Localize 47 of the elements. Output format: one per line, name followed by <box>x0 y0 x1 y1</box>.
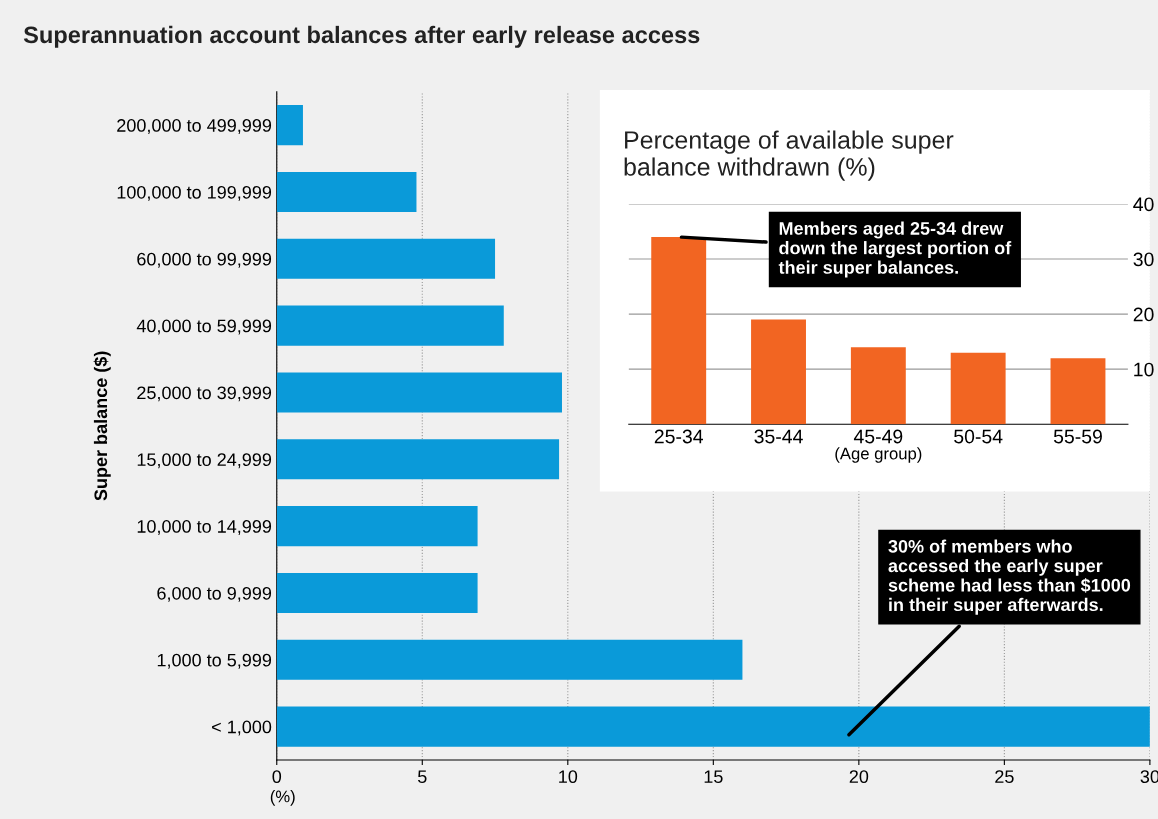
bar <box>276 572 478 614</box>
y-tick-label: 200,000 to 499,999 <box>117 119 272 134</box>
bar <box>276 105 303 146</box>
y-tick-label: 25,000 to 39,999 <box>137 386 272 402</box>
x-tick-label: 5 <box>417 770 427 784</box>
y-tick-label: 40 <box>1133 197 1154 212</box>
y-axis-title: Super balance ($) <box>93 351 111 501</box>
bar <box>276 238 496 279</box>
bar <box>950 352 1006 425</box>
bar <box>276 372 562 413</box>
y-tick-label: 1,000 to 5,999 <box>157 653 272 669</box>
y-tick-label: 10 <box>1134 362 1154 377</box>
bar <box>651 236 707 425</box>
y-tick-label: 10,000 to 14,999 <box>137 520 272 535</box>
x-tick-label: 50-54 <box>954 429 1003 444</box>
y-tick-label: 40,000 to 59,999 <box>136 319 272 335</box>
bar <box>276 639 743 680</box>
bar <box>276 439 560 480</box>
bar <box>276 706 1150 747</box>
y-tick-label: 20 <box>1133 307 1154 322</box>
x-tick-label: 0 <box>272 770 282 784</box>
bar <box>276 305 504 346</box>
y-tick-label: 15,000 to 24,999 <box>137 453 272 469</box>
x-tick-label: 45-49 <box>853 429 903 444</box>
bar <box>276 506 478 547</box>
annotation: 30% of members who accessed the early super scheme had less than $1000 in their super afterwards. <box>888 539 1131 615</box>
y-tick-label: 60,000 to 99,999 <box>137 252 272 268</box>
x-tick-label: 35-44 <box>754 429 803 444</box>
y-tick-label: 30 <box>1133 252 1154 267</box>
y-tick-label: 6,000 to 9,999 <box>157 586 272 602</box>
x-axis-title: (%) <box>270 790 295 806</box>
chart-title: Superannuation account balances after early release access <box>23 25 700 48</box>
y-tick-label: 100,000 to 199,999 <box>117 185 272 201</box>
bar <box>1050 358 1106 425</box>
x-tick-label: 10 <box>559 770 578 784</box>
x-tick-label: 20 <box>849 770 869 784</box>
y-tick-label: < 1,000 <box>212 720 272 736</box>
x-tick-label: 25 <box>995 770 1014 784</box>
annotation: Members aged 25-34 drew down the largest portion of their super balances. <box>778 221 1012 278</box>
bar <box>276 171 417 213</box>
x-tick-label: 25-34 <box>654 429 703 444</box>
bar <box>850 347 906 425</box>
bar <box>751 319 806 425</box>
chart-title: Percentage of available super balance withdrawn (%) <box>624 130 954 181</box>
x-axis-title: (Age group) <box>835 447 922 463</box>
x-tick-label: 15 <box>704 770 723 784</box>
x-tick-label: 55-59 <box>1053 429 1102 444</box>
